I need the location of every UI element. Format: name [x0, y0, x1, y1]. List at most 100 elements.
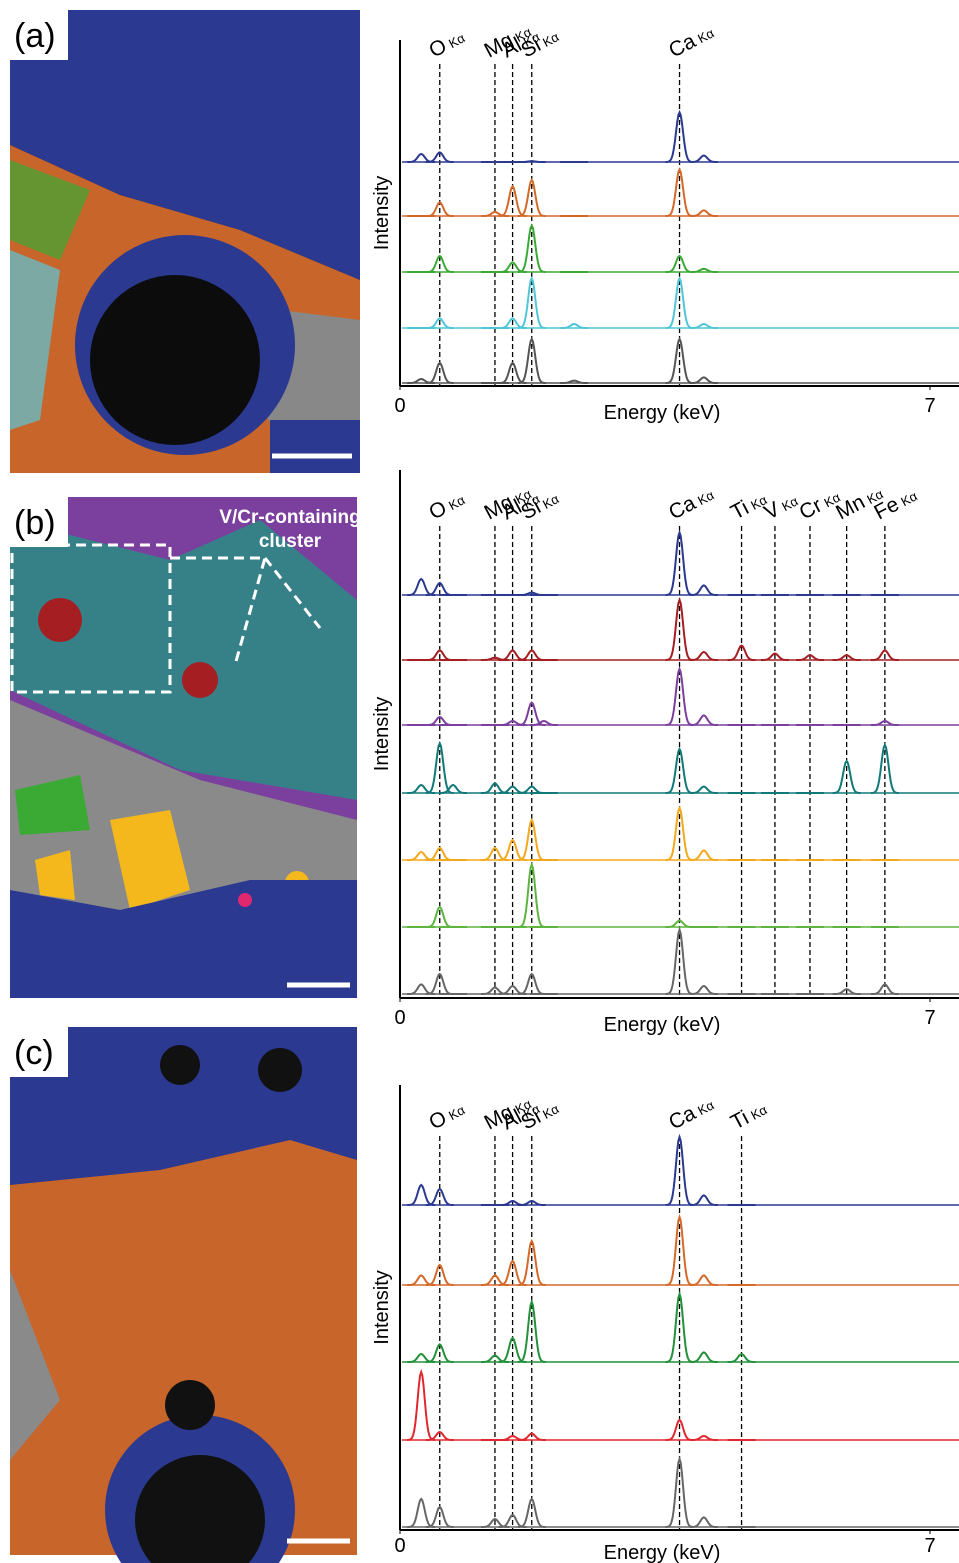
element-label: TiKα	[727, 487, 771, 525]
annotation: cluster	[259, 531, 322, 552]
peak	[517, 1497, 546, 1528]
transition: Kα	[898, 488, 920, 509]
peak	[665, 805, 694, 861]
transition: Kα	[695, 1097, 717, 1118]
peak	[425, 1343, 454, 1363]
element-label: CaKα	[665, 20, 718, 63]
phase-map-b	[10, 497, 357, 998]
peak	[407, 577, 436, 596]
element-label: TiKα	[727, 1097, 771, 1135]
peak	[560, 379, 589, 384]
transition: Kα	[521, 1101, 543, 1122]
transition: Kα	[540, 491, 562, 512]
peak	[665, 666, 694, 726]
peak	[665, 109, 694, 163]
transition: Kα	[521, 29, 543, 50]
peak	[425, 1187, 454, 1206]
x-tick-label: 0	[394, 1535, 405, 1557]
element-name: Ca	[665, 491, 700, 524]
peak	[689, 714, 718, 726]
peak	[689, 1516, 718, 1528]
peak	[407, 1368, 436, 1441]
peak	[517, 701, 546, 726]
x-tick-label: 7	[924, 395, 935, 417]
peak	[517, 275, 546, 329]
x-tick-label: 7	[924, 1007, 935, 1029]
x-axis-label: Energy (keV)	[604, 1014, 721, 1036]
peak	[689, 154, 718, 163]
peak	[407, 783, 436, 794]
peak	[665, 254, 694, 273]
peak	[665, 597, 694, 661]
peak	[689, 984, 718, 995]
peak	[795, 654, 824, 661]
peak	[870, 742, 899, 794]
element-label: OKα	[425, 25, 468, 63]
element-name: Ca	[665, 1101, 700, 1134]
peak	[425, 151, 454, 163]
peak	[425, 201, 454, 217]
peak	[689, 849, 718, 861]
peak	[665, 1418, 694, 1441]
peak	[480, 210, 509, 217]
peak	[689, 209, 718, 217]
transition: Kα	[821, 489, 843, 510]
x-axis-label: Energy (keV)	[604, 1542, 721, 1563]
peak	[407, 1183, 436, 1206]
x-tick-label: 0	[394, 1007, 405, 1029]
peak	[665, 1455, 694, 1528]
peak	[870, 719, 899, 726]
peak	[665, 919, 694, 928]
peak	[517, 160, 546, 163]
peak	[870, 649, 899, 661]
y-axis-label: Intensity	[371, 176, 393, 250]
peak	[665, 529, 694, 596]
element-name: Ca	[665, 29, 700, 62]
panel-label: (b)	[14, 504, 56, 542]
peak	[727, 1352, 756, 1363]
peak	[665, 275, 694, 329]
transition: Kα	[540, 29, 562, 50]
element-label: OKα	[425, 487, 468, 525]
element-label: CaKα	[665, 1092, 718, 1135]
peak	[689, 650, 718, 661]
peak	[689, 1434, 718, 1441]
panel-label: (a)	[14, 17, 56, 55]
peak	[517, 861, 546, 928]
peak	[480, 1354, 509, 1363]
peak	[665, 167, 694, 217]
annotation: V/Cr-containing	[219, 507, 360, 528]
transition: Kα	[521, 491, 543, 512]
peak	[689, 267, 718, 273]
peak	[438, 783, 468, 794]
x-tick-label: 0	[394, 395, 405, 417]
transition: Kα	[695, 487, 717, 508]
transition: Kα	[513, 1096, 535, 1117]
peak	[517, 336, 546, 384]
transition: Kα	[779, 493, 801, 514]
peak	[407, 1497, 436, 1528]
peak	[689, 1194, 718, 1206]
peak	[517, 1238, 546, 1286]
peak	[425, 1263, 454, 1286]
phase-map-c	[10, 1027, 357, 1563]
peak	[425, 1505, 454, 1528]
peak	[425, 1430, 454, 1441]
transition: Kα	[446, 492, 468, 513]
transition: Kα	[748, 492, 770, 513]
peak	[689, 1351, 718, 1363]
peak	[689, 376, 718, 384]
peak	[760, 652, 789, 661]
peak	[517, 1432, 546, 1441]
transition: Kα	[540, 1101, 562, 1122]
transition: Kα	[513, 486, 535, 507]
peak	[832, 654, 861, 661]
transition: Kα	[446, 1102, 468, 1123]
peak	[560, 322, 589, 329]
peak	[517, 817, 546, 861]
transition: Kα	[748, 1102, 770, 1123]
peak	[517, 1299, 546, 1363]
peak	[832, 988, 861, 995]
peak	[689, 584, 718, 596]
